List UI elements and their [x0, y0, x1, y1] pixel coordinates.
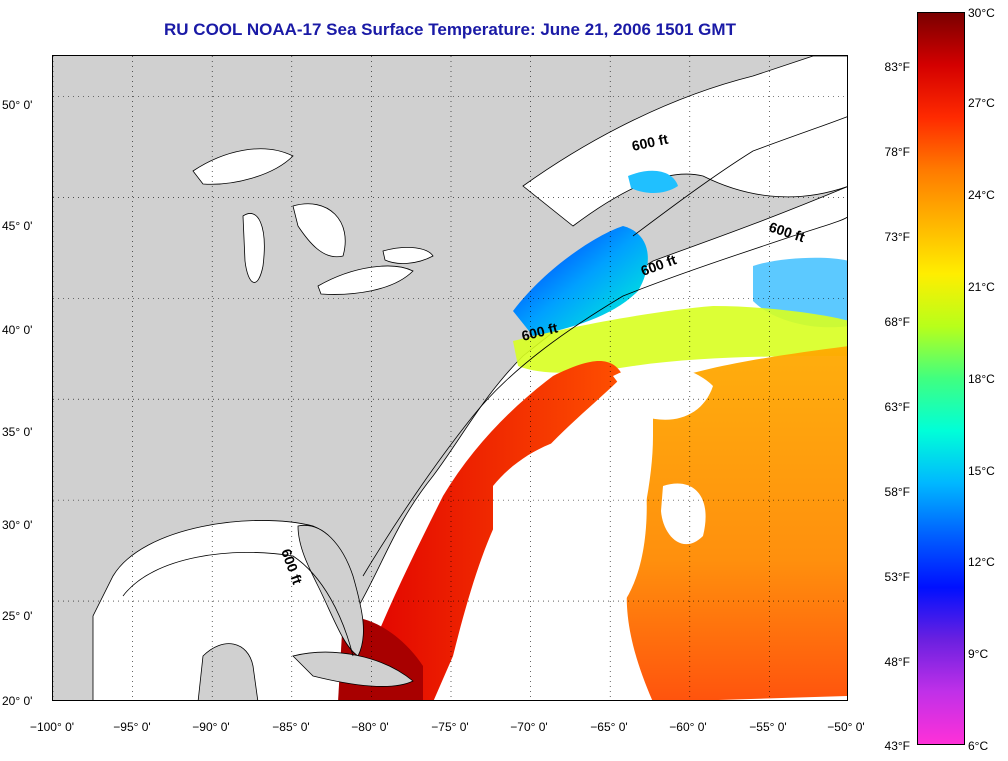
slope-water	[513, 306, 847, 373]
gulf-st-lawrence	[522, 56, 847, 227]
yucatan	[197, 643, 259, 700]
colorbar-f-68: 68°F	[884, 315, 910, 329]
colorbar-c-12: 12°C	[968, 555, 995, 569]
lon-label-70: −70° 0'	[510, 720, 548, 734]
colorbar-f-83: 83°F	[884, 60, 910, 74]
lat-label-35: 35° 0'	[2, 425, 33, 439]
lon-label-50: −50° 0'	[827, 720, 865, 734]
great-lakes	[192, 148, 434, 295]
lon-label-95: −95° 0'	[113, 720, 151, 734]
lon-label-65: −65° 0'	[590, 720, 628, 734]
lon-label-75: −75° 0'	[431, 720, 469, 734]
map-canvas: 600 ft 600 ft 600 ft 600 ft 600 ft	[53, 56, 847, 700]
sargasso-warm	[626, 346, 847, 700]
sst-map[interactable]: 600 ft 600 ft 600 ft 600 ft 600 ft	[52, 55, 848, 701]
colorbar-c-24: 24°C	[968, 188, 995, 202]
colorbar-f-73: 73°F	[884, 230, 910, 244]
colorbar-c-6: 6°C	[968, 739, 989, 753]
colorbar-c-9: 9°C	[968, 647, 989, 661]
gulf-stream	[353, 361, 623, 700]
colorbar-f-63: 63°F	[884, 400, 910, 414]
lon-label-80: −80° 0'	[351, 720, 389, 734]
temperature-colorbar	[917, 12, 965, 745]
colorbar-f-53: 53°F	[884, 570, 910, 584]
lat-label-40: 40° 0'	[2, 323, 33, 337]
cloud-cover	[493, 365, 713, 637]
colorbar-c-21: 21°C	[968, 280, 995, 294]
depth-label-1: 600 ft	[630, 131, 669, 154]
lon-label-85: −85° 0'	[272, 720, 310, 734]
lon-label-100: −100° 0'	[29, 720, 75, 734]
lat-label-20: 20° 0'	[2, 694, 33, 708]
lon-label-55: −55° 0'	[749, 720, 787, 734]
lat-label-25: 25° 0'	[2, 609, 33, 623]
colorbar-c-18: 18°C	[968, 372, 995, 386]
colorbar-f-78: 78°F	[884, 145, 910, 159]
ne-cold-shelf	[513, 226, 648, 336]
lat-label-30: 30° 0'	[2, 518, 33, 532]
colorbar-f-43: 43°F	[884, 739, 910, 753]
lat-label-50: 50° 0'	[2, 98, 33, 112]
colorbar-c-27: 27°C	[968, 96, 995, 110]
colorbar-f-48: 48°F	[884, 655, 910, 669]
colorbar-f-58: 58°F	[884, 485, 910, 499]
colorbar-c-15: 15°C	[968, 464, 995, 478]
isobath-600ft	[122, 116, 847, 657]
map-title: RU COOL NOAA-17 Sea Surface Temperature:…	[164, 20, 736, 39]
nova-scotia-cold	[628, 170, 678, 193]
lon-label-90: −90° 0'	[192, 720, 230, 734]
cuba	[292, 651, 414, 687]
lat-label-45: 45° 0'	[2, 219, 33, 233]
colorbar-c-30: 30°C	[968, 6, 995, 20]
lon-label-60: −60° 0'	[669, 720, 707, 734]
